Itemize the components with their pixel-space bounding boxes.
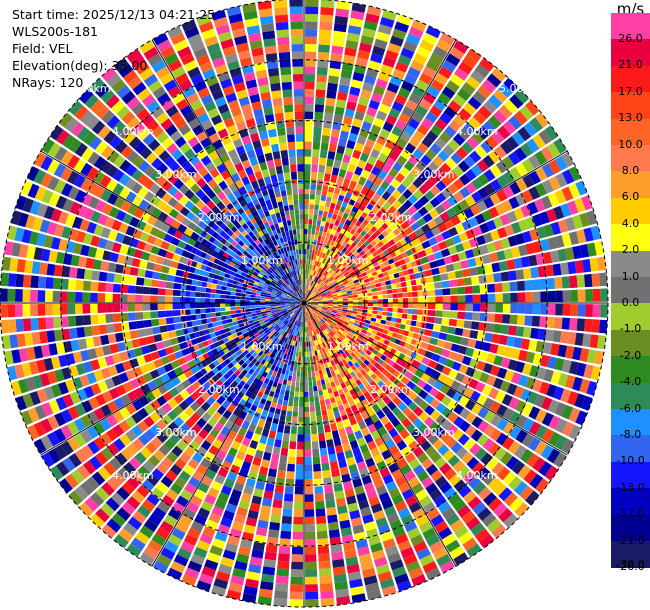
colorbar-segment [611, 250, 650, 278]
colorbar-segment [611, 118, 650, 146]
range-labels: 1.00km 1.00km 1.00km 1.00km 2.00km 2.00km 2.00… [69, 82, 541, 482]
colorbar-tick-label: -2.0 [619, 348, 642, 362]
colorbar-segment [611, 39, 650, 67]
range-label: 3.00km [155, 168, 197, 181]
colorbar-segment [611, 514, 650, 542]
colorbar-segment [611, 13, 650, 40]
colorbar-tick-label: -13.0 [616, 480, 645, 494]
colorbar-segment [611, 171, 650, 199]
colorbar-tick-label: -10.0 [616, 454, 645, 468]
range-label: 2.00km [198, 383, 240, 396]
elevation-angle: Elevation(deg): 35.00 [12, 58, 148, 73]
colorbar: m/s 26.0 21.0 17.0 13.0 10.0 8.0 6.0 4.0 2.0 1.0 0… [611, 0, 650, 610]
range-label: 1.00km [241, 340, 283, 353]
azimuth-spokes [0, 0, 608, 607]
colorbar-tick-label: 2.0 [621, 243, 640, 257]
start-time: Start time: 2025/12/13 04:21:25 [12, 7, 216, 22]
colorbar-segment [611, 541, 650, 568]
colorbar-tick-label: -30.0 [616, 558, 645, 572]
range-label: 3.00km [413, 168, 455, 181]
colorbar-tick-label: 26.0 [618, 32, 643, 45]
colorbar-tick-label: 10.0 [618, 137, 643, 151]
colorbar-tick-label: -6.0 [619, 401, 642, 415]
colorbar-tick-label: 6.0 [621, 190, 640, 204]
colorbar-tick-label: 4.0 [621, 216, 640, 230]
colorbar-tick-label: 21.0 [618, 58, 643, 72]
velocity-sweep [0, 0, 608, 607]
ray-count: NRays: 120 [12, 75, 84, 90]
colorbar-segment [611, 303, 650, 331]
range-label: 4.00km [112, 469, 154, 482]
colorbar-tick-label: 8.0 [621, 164, 640, 177]
colorbar-segment [611, 197, 650, 225]
instrument-name: WLS200s-181 [12, 24, 98, 39]
colorbar-tick-label: -8.0 [619, 428, 642, 441]
colorbar-segment [611, 224, 650, 252]
colorbar-segment [611, 382, 650, 410]
colorbar-segment [611, 329, 650, 357]
colorbar-segment [611, 435, 650, 463]
colorbar-segment [611, 409, 650, 436]
colorbar-tick-label: 17.0 [618, 84, 643, 98]
colorbar-segment [611, 461, 650, 489]
colorbar-tick-label: -26.0 [616, 560, 645, 573]
colorbar-tick-label: 13.0 [618, 111, 643, 125]
range-label: 4.00km [456, 469, 498, 482]
colorbar-tick-label: -17.0 [616, 507, 645, 521]
range-label: 2.00km [370, 383, 412, 396]
colorbar-segment [611, 65, 650, 93]
colorbar-segment [611, 145, 650, 172]
colorbar-segment [611, 356, 650, 384]
range-label: 1.00km [327, 340, 369, 353]
range-label: 1.00km [327, 254, 369, 267]
azimuth-spoke [40, 150, 568, 456]
colorbar-segment [611, 277, 650, 304]
range-label: 3.00km [413, 426, 455, 439]
range-label: 5.00km [69, 82, 111, 95]
colorbar-segment [611, 92, 650, 120]
range-label: 5.00km [499, 82, 541, 95]
colorbar-tick-label: -4.0 [619, 375, 642, 389]
range-label: 1.00km [241, 254, 283, 267]
range-label: 4.00km [456, 125, 498, 138]
range-label: 4.00km [112, 125, 154, 138]
sweep-info: Start time: 2025/12/13 04:21:25 WLS200s-… [12, 6, 215, 91]
colorbar-tick-label: 1.0 [621, 269, 640, 283]
colorbar-tick-label: -21.0 [616, 533, 645, 547]
field-name: Field: VEL [12, 41, 73, 56]
range-label: 2.00km [370, 211, 412, 224]
colorbar-tick-label: -1.0 [619, 322, 642, 336]
colorbar-segment [611, 488, 650, 516]
colorbar-tick-label: 0.0 [621, 296, 640, 309]
range-label: 3.00km [155, 426, 197, 439]
range-label: 2.00km [198, 211, 240, 224]
